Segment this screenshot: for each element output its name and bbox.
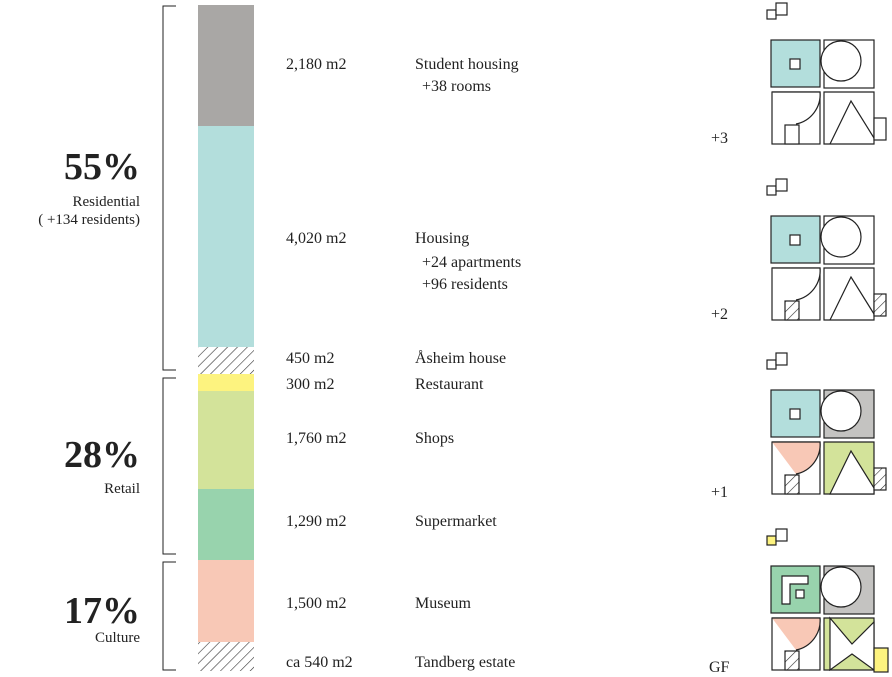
housing-note-apartments: +24 apartments — [422, 254, 522, 271]
floor-plan-plus2 — [766, 178, 887, 321]
student-housing-name: Student housing — [415, 56, 519, 73]
retail-label: Retail — [104, 481, 140, 497]
floor-label-plus2: +2 — [711, 306, 729, 323]
residential-percent: 55% — [64, 146, 140, 188]
floor-label-plus3: +3 — [711, 130, 729, 147]
retail-percent: 28% — [64, 434, 140, 476]
bar-tandberg-estate — [198, 642, 254, 671]
retail-bracket — [162, 377, 176, 555]
residential-sublabel: ( +134 residents) — [38, 212, 140, 228]
supermarket-name: Supermarket — [415, 513, 497, 530]
shops-area: 1,760 m2 — [286, 430, 347, 447]
housing-name: Housing — [415, 230, 470, 247]
asheim-area: 450 m2 — [286, 350, 335, 367]
tandberg-area: ca 540 m2 — [286, 654, 353, 671]
bar-student-housing — [198, 5, 254, 126]
culture-bracket — [162, 561, 176, 671]
bar-shops — [198, 391, 254, 489]
floor-plan-plus1 — [766, 352, 887, 495]
bar-restaurant — [198, 374, 254, 391]
student-housing-note: +38 rooms — [422, 78, 492, 95]
housing-area: 4,020 m2 — [286, 230, 347, 247]
shops-name: Shops — [415, 430, 455, 447]
asheim-name: Åsheim house — [415, 350, 507, 367]
tandberg-name: Tandberg estate — [415, 654, 516, 671]
culture-percent: 17% — [64, 590, 140, 632]
supermarket-area: 1,290 m2 — [286, 513, 347, 530]
culture-label: Culture — [95, 630, 140, 646]
housing-note-residents: +96 residents — [422, 276, 508, 293]
bar-asheim-house — [198, 347, 254, 374]
floor-plan-plus3 — [766, 2, 887, 145]
residential-label: Residential — [72, 194, 141, 210]
museum-name: Museum — [415, 595, 471, 612]
bar-housing — [198, 126, 254, 347]
floor-label-plus1: +1 — [711, 484, 729, 501]
bar-museum — [198, 560, 254, 642]
floor-label-gf: GF — [709, 659, 730, 676]
museum-area: 1,500 m2 — [286, 595, 347, 612]
restaurant-name: Restaurant — [415, 376, 484, 393]
restaurant-area: 300 m2 — [286, 376, 335, 393]
bar-supermarket — [198, 489, 254, 560]
student-housing-area: 2,180 m2 — [286, 56, 347, 73]
floor-plan-gf — [766, 528, 889, 673]
area-bar — [198, 5, 254, 671]
residential-bracket — [162, 5, 176, 371]
